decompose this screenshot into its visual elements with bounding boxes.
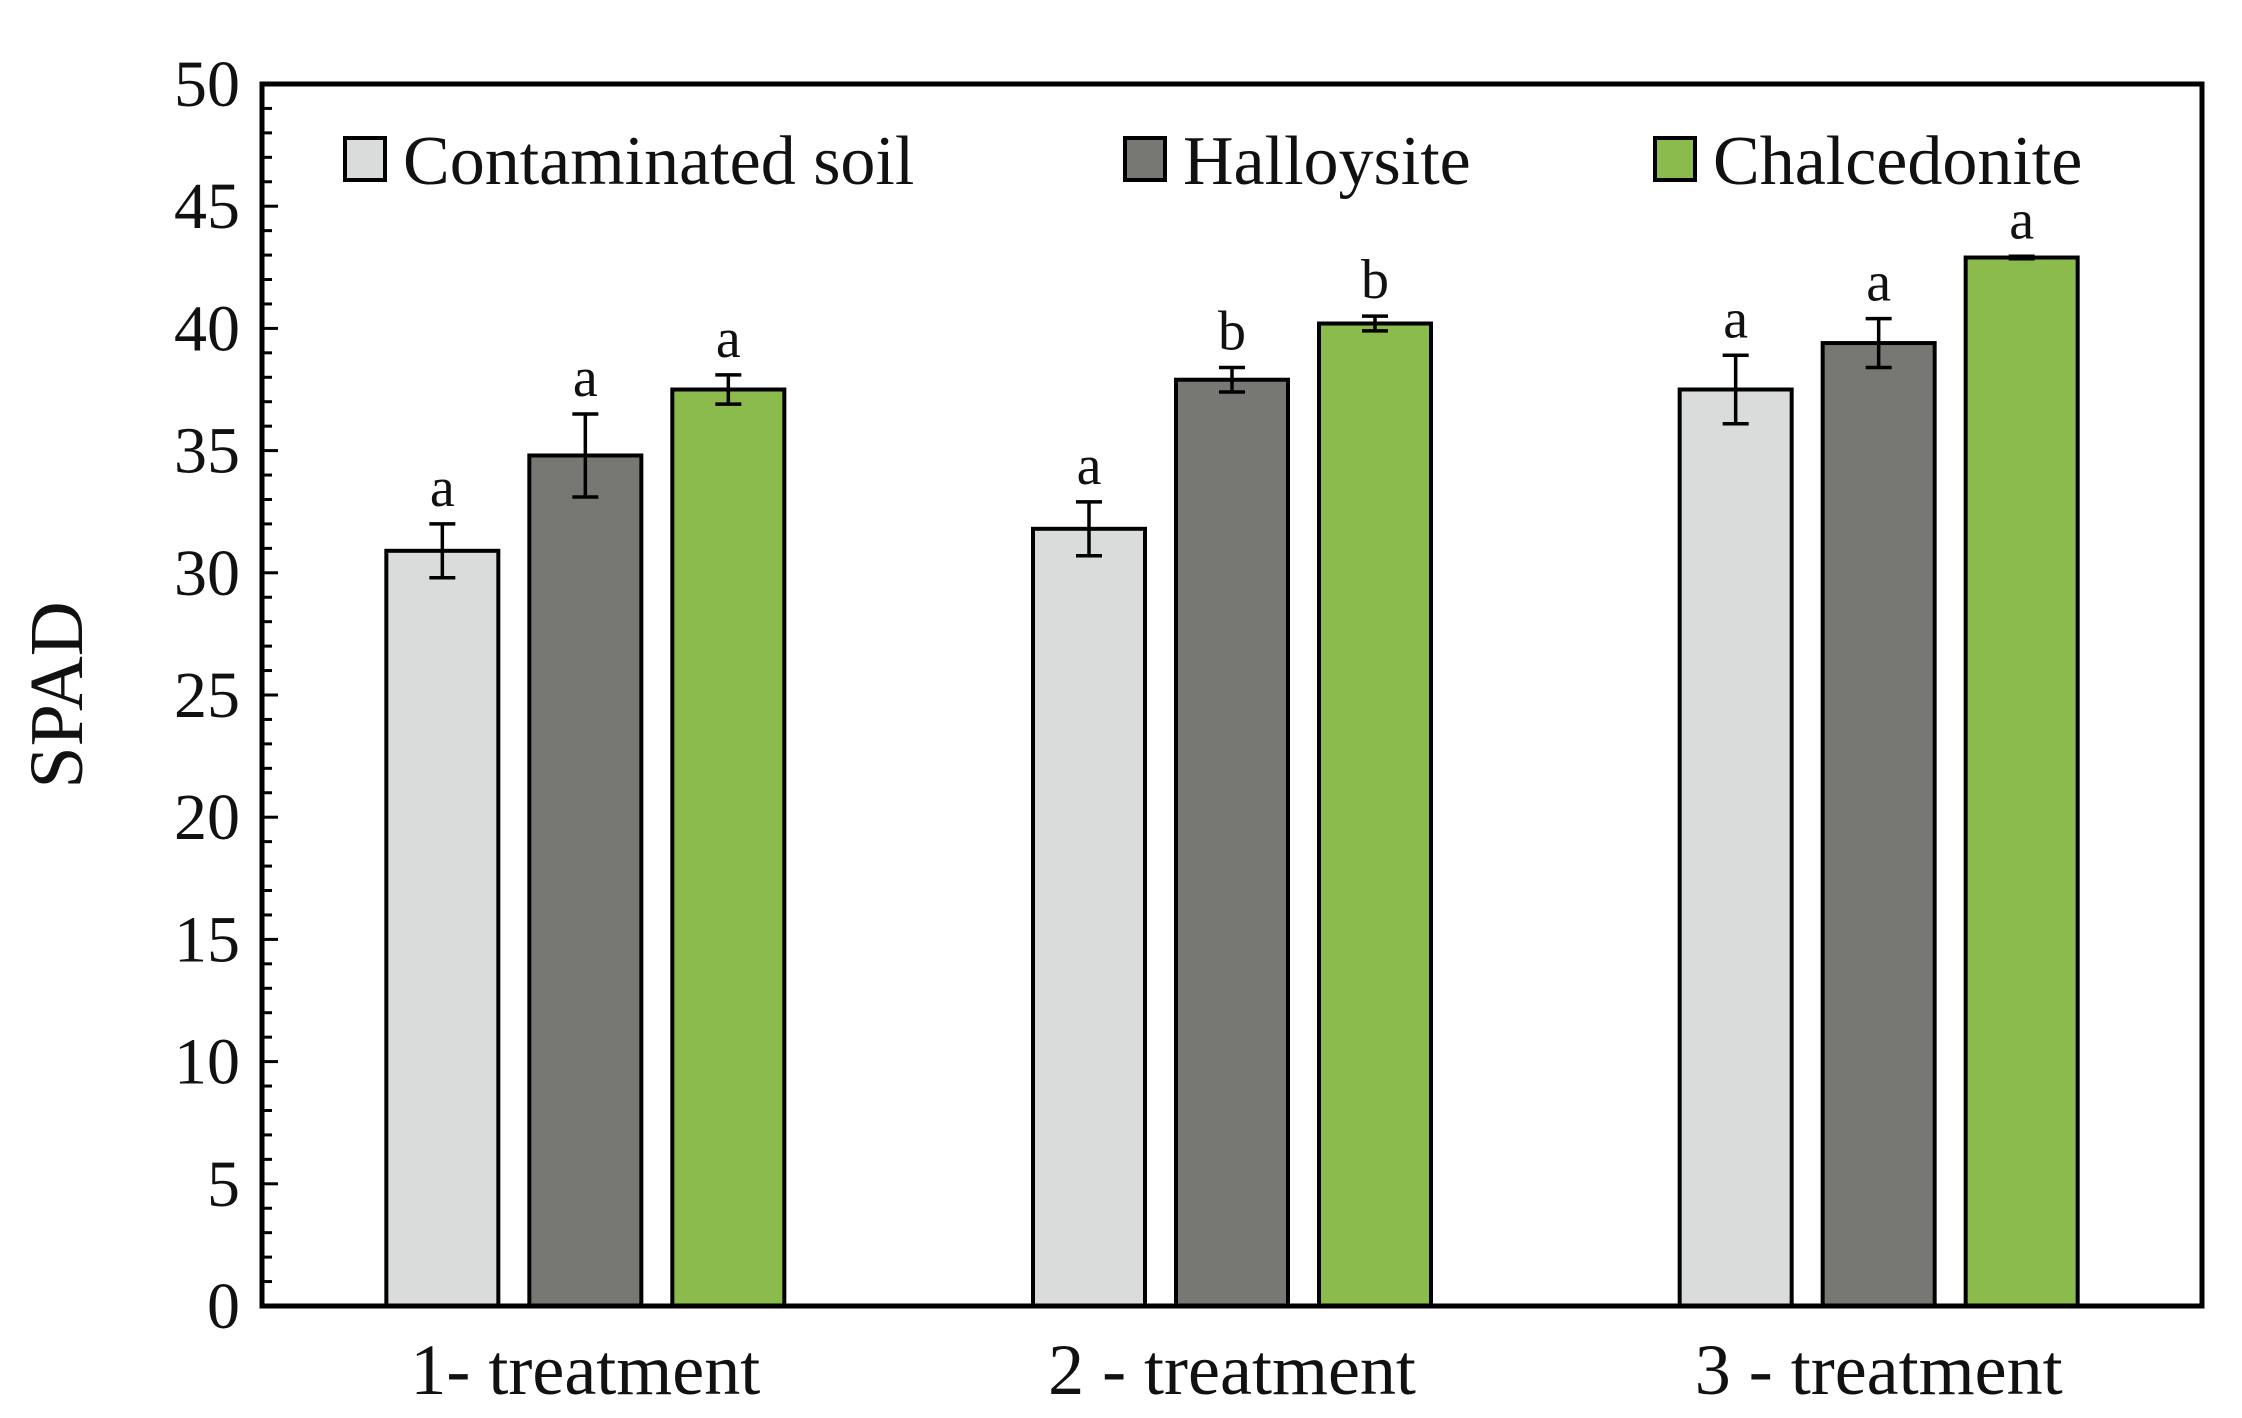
bar-halloysite-1 bbox=[527, 453, 644, 1309]
error-bar bbox=[1865, 316, 1892, 370]
legend-swatch bbox=[1653, 136, 1697, 182]
y-tick-label: 20 bbox=[174, 781, 240, 854]
legend-label: Halloysite bbox=[1183, 123, 1471, 200]
legend-swatch bbox=[343, 136, 387, 182]
bar-chalcedonite-2 bbox=[1317, 321, 1433, 1308]
bars-layer: a a a a b b a a a bbox=[384, 189, 2080, 1309]
y-tick-label: 25 bbox=[174, 659, 240, 732]
y-tick-label: 0 bbox=[207, 1270, 240, 1343]
significance-letter: a bbox=[716, 308, 741, 370]
legend: Contaminated soil Halloysite Chalcedonite bbox=[343, 123, 2082, 200]
y-tick-label: 50 bbox=[174, 48, 240, 121]
bar-contaminated-soil-2 bbox=[1031, 526, 1147, 1308]
x-tick-label: 1- treatment bbox=[410, 1330, 760, 1410]
legend-label: Chalcedonite bbox=[1713, 123, 2082, 200]
plot-frame bbox=[259, 81, 2205, 1309]
significance-letter: a bbox=[430, 457, 455, 519]
significance-letter: a bbox=[573, 347, 598, 409]
bar-halloysite-3 bbox=[1820, 341, 1937, 1308]
x-tick-label: 3 - treatment bbox=[1695, 1330, 2063, 1410]
significance-letter: a bbox=[1723, 288, 1748, 350]
error-bar bbox=[572, 412, 599, 499]
bar-chalcedonite-1 bbox=[670, 387, 787, 1308]
axes-layer: 0 5 10 15 20 25 30 35 40 45 50 1- treatment 2 - trea… bbox=[174, 48, 2063, 1410]
y-tick-label: 5 bbox=[207, 1148, 240, 1221]
significance-letter: b bbox=[1361, 249, 1389, 311]
error-bar bbox=[1219, 365, 1245, 394]
error-bar bbox=[1076, 500, 1102, 558]
bar-contaminated-soil-3 bbox=[1677, 387, 1794, 1308]
y-tick-label: 30 bbox=[174, 537, 240, 610]
significance-letter: b bbox=[1218, 301, 1246, 363]
legend-swatch bbox=[1123, 136, 1167, 182]
legend-item-contaminated-soil: Contaminated soil bbox=[343, 123, 914, 200]
y-tick-label: 15 bbox=[174, 903, 240, 976]
x-tick-label: 2 - treatment bbox=[1048, 1330, 1416, 1410]
bar-halloysite-2 bbox=[1174, 377, 1290, 1308]
legend-item-halloysite: Halloysite bbox=[1123, 123, 1471, 200]
y-tick-label: 45 bbox=[174, 170, 240, 243]
error-bar bbox=[715, 373, 742, 406]
legend-item-chalcedonite: Chalcedonite bbox=[1653, 123, 2082, 200]
bar-contaminated-soil-1 bbox=[384, 548, 501, 1308]
significance-letter: a bbox=[1866, 252, 1891, 314]
y-tick-label: 35 bbox=[174, 415, 240, 488]
significance-letter: a bbox=[1077, 435, 1102, 497]
error-bar bbox=[1362, 314, 1388, 333]
y-tick-label: 40 bbox=[174, 292, 240, 365]
legend-label: Contaminated soil bbox=[403, 123, 914, 200]
y-axis-label: SPAD bbox=[15, 601, 99, 788]
significance-letter: a bbox=[2009, 189, 2034, 251]
error-bar bbox=[429, 522, 456, 580]
error-bar bbox=[2008, 254, 2035, 261]
bar-chalcedonite-3 bbox=[1963, 255, 2080, 1308]
y-tick-label: 10 bbox=[174, 1026, 240, 1099]
error-bar bbox=[1722, 353, 1749, 426]
